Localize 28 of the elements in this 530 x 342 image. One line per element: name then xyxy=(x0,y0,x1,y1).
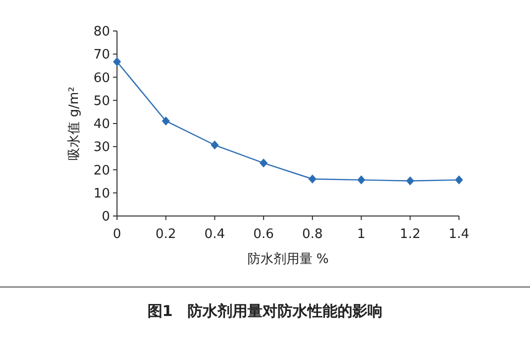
point xyxy=(455,175,463,184)
point xyxy=(357,175,366,184)
y-tick-label: 70 xyxy=(93,48,110,63)
x-tick-label: 1.4 xyxy=(448,227,470,242)
x-tick-label: 0.6 xyxy=(253,227,274,242)
y-tick-label: 10 xyxy=(93,186,110,202)
point xyxy=(406,176,414,186)
point xyxy=(210,140,219,150)
y-tick-label: 0 xyxy=(102,210,110,224)
x-tick-label: 0 xyxy=(112,227,122,242)
y-tick-label: 30 xyxy=(93,140,110,156)
y-axis-title: 吸水值 g/m² xyxy=(67,86,82,160)
x-axis-title: 防水剂用量 % xyxy=(247,251,329,267)
y-tick-label: 50 xyxy=(93,94,110,109)
x-tick-label: 0.8 xyxy=(302,227,323,242)
y-tick-label: 80 xyxy=(93,24,110,40)
point xyxy=(162,116,170,126)
x-tick-label: 1 xyxy=(357,227,366,242)
caption: 图1 防水剂用量对防水性能的影响 xyxy=(147,302,383,320)
y-tick-label: 60 xyxy=(93,70,110,86)
x-tick-label: 0.2 xyxy=(156,227,176,242)
y-tick-label: 40 xyxy=(93,117,110,132)
x-tick-label: 0.4 xyxy=(204,227,226,242)
point xyxy=(113,57,121,66)
point xyxy=(260,158,268,168)
point xyxy=(308,174,316,184)
y-tick-label: 20 xyxy=(93,163,110,178)
x-tick-label: 1.2 xyxy=(400,227,420,242)
